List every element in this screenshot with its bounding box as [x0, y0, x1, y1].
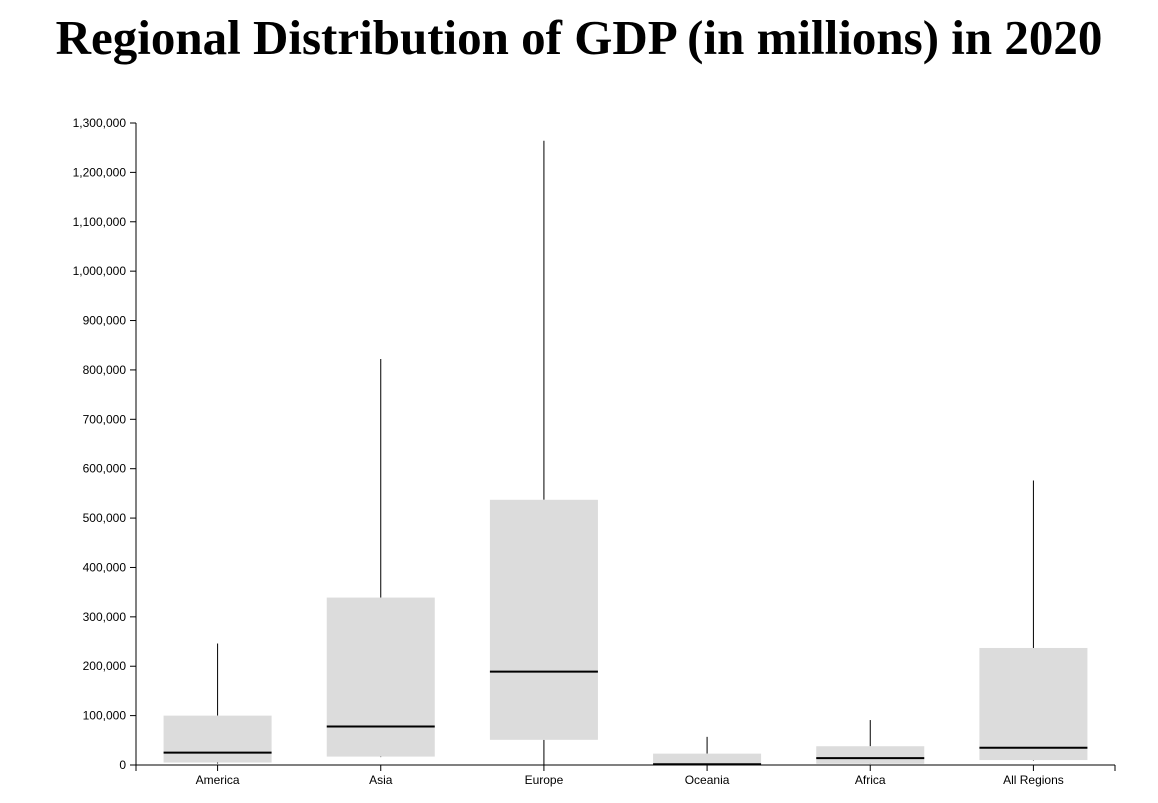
box-oceania [653, 736, 762, 766]
y-tick-label: 100,000 [83, 709, 127, 723]
y-tick-label: 500,000 [83, 511, 127, 525]
y-tick-label: 300,000 [83, 610, 127, 624]
iqr-box [653, 753, 762, 765]
y-tick-label: 800,000 [83, 363, 127, 377]
x-axis: America Asia Europe Oceania Africa All Region… [135, 764, 1116, 787]
y-tick-label: 1,300,000 [73, 116, 127, 130]
iqr-box [163, 715, 272, 763]
box-all-regions [979, 480, 1088, 761]
iqr-box [326, 597, 435, 757]
y-tick-label: 0 [119, 758, 126, 772]
box-europe [489, 140, 598, 765]
box-group [163, 140, 1088, 766]
y-tick-label: 900,000 [83, 314, 127, 328]
x-tick-label: Europe [525, 773, 564, 787]
iqr-box [979, 647, 1088, 761]
y-tick-label: 400,000 [83, 560, 127, 574]
box-asia [326, 359, 435, 758]
x-tick-label: Oceania [685, 773, 730, 787]
y-tick-label: 1,100,000 [73, 215, 127, 229]
box-america [163, 643, 272, 764]
x-tick-label: Asia [369, 773, 393, 787]
iqr-box [816, 746, 925, 764]
y-tick-label: 200,000 [83, 659, 127, 673]
x-tick-label: America [196, 773, 240, 787]
x-tick-label: All Regions [1003, 773, 1064, 787]
y-tick-label: 600,000 [83, 462, 127, 476]
y-axis: 0 100,000 200,000 300,000 400,000 500,000 600,… [73, 116, 137, 772]
y-tick-label: 700,000 [83, 412, 127, 426]
y-tick-label: 1,000,000 [73, 264, 127, 278]
y-tick-label: 1,200,000 [73, 165, 127, 179]
iqr-box [489, 499, 598, 740]
chart-title: Regional Distribution of GDP (in million… [55, 10, 1103, 65]
x-tick-label: Africa [855, 773, 886, 787]
box-africa [816, 720, 925, 765]
